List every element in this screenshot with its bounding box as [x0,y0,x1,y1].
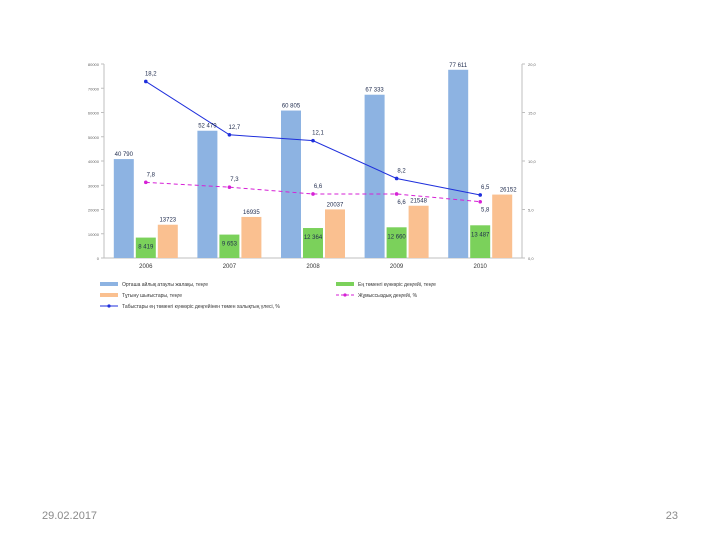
y-right-tick-label: 0,0 [528,256,534,261]
bar [448,69,469,258]
page-number: 23 [665,510,678,522]
line-value-label: 7,8 [147,172,156,178]
line-value-label: 8,2 [397,168,406,174]
x-tick-label: 2006 [139,264,153,270]
bar-value-label: 40 790 [115,152,134,158]
y-left-tick-label: 40000 [88,159,100,164]
x-tick-label: 2007 [223,264,237,270]
lines [144,79,483,204]
bar-value-label: 16935 [243,210,260,216]
chart: 0 10000 20000 30000 40000 50000 60000 70000 8000… [88,62,537,310]
line-value-label: 7,3 [230,177,239,183]
line-point [311,138,315,143]
line-value-label: 6,6 [397,200,406,206]
line-point [144,180,148,185]
y-left-tick-label: 70000 [88,86,100,91]
bar [135,237,156,258]
bar [386,227,407,258]
line-point [311,192,315,196]
y-right-tick-label: 20,0 [528,62,537,67]
line-point [144,79,148,84]
line-value-label: 6,6 [314,184,323,190]
bar [303,228,323,258]
line-value-label: 18,2 [145,71,157,77]
y-left-tick-label: 0 [97,256,100,261]
y-right-tick-label: 10,0 [528,159,537,164]
legend-marker [343,293,347,297]
legend-swatch [100,282,118,286]
line-point [227,185,232,189]
legend: Орташа айлық атаулы жалақы, теңге Ең төме… [100,281,436,310]
bar [197,130,218,258]
bars [113,69,513,259]
line-value-label: 12,1 [312,131,324,137]
y-left-tick-label: 30000 [88,183,100,188]
bar [470,225,491,258]
bar-value-label: 26152 [500,188,517,194]
x-tick-label: 2008 [306,264,320,270]
line-point [394,192,399,196]
legend-label: Табыстары ең төменгі күнкөріс деңгейінен… [122,303,280,310]
legend-swatch [100,293,118,297]
bar-value-label: 77 611 [449,63,468,69]
legend-swatch [336,282,354,286]
line-value-label: 6,5 [481,185,490,191]
bar-value-label: 13 487 [471,232,490,238]
bar-value-label: 12 660 [387,234,406,240]
bar-value-label: 8 419 [138,245,154,251]
bar [241,216,262,258]
bar-value-label: 13723 [159,218,176,224]
line-point [227,133,232,137]
bar [219,234,240,258]
bar [325,209,345,258]
x-tick-label: 2009 [390,264,404,270]
bar-value-label: 21548 [410,199,427,205]
bar-value-label: 20037 [327,202,344,208]
bar [157,224,178,258]
bar [492,194,513,258]
y-right-tick-label: 5,0 [528,208,534,213]
legend-label: Орташа айлық атаулы жалақы, теңге [122,281,208,288]
bar-value-label: 9 653 [222,242,238,248]
bar-value-label: 60 805 [282,104,301,110]
bar-value-label: 12 364 [304,235,323,241]
y-left-tick-label: 60000 [88,111,100,116]
bar-value-label: 52 479 [198,124,217,130]
bar [113,159,134,258]
bar [408,205,429,258]
data-labels: 40 790 52 479 60 805 67 333 77 611 8 419 9 653… [115,63,518,251]
line-point [394,176,399,181]
bar [364,94,385,259]
legend-label: Тұтыну шығыстары, теңге [122,293,182,299]
footer-date: 29.02.2017 [42,510,98,522]
line-value-label: 5,8 [481,208,490,214]
line-point [478,199,483,204]
bar [281,110,301,258]
legend-marker [107,304,111,308]
line-value-label: 12,7 [229,125,241,131]
y-left-tick-label: 80000 [88,62,100,67]
y-left-tick-label: 10000 [88,232,100,237]
x-tick-label: 2010 [474,264,488,270]
legend-label: Жұмыссыздық деңгейі, % [358,292,418,299]
y-left-tick-label: 50000 [88,135,100,140]
y-right-tick-label: 15,0 [528,111,537,116]
y-left-tick-label: 20000 [88,208,100,213]
legend-label: Ең төменгі күнкөріс деңгейі, теңге [358,281,436,288]
line-point [478,193,483,197]
line-series [145,81,481,196]
bar-value-label: 67 333 [365,88,384,94]
